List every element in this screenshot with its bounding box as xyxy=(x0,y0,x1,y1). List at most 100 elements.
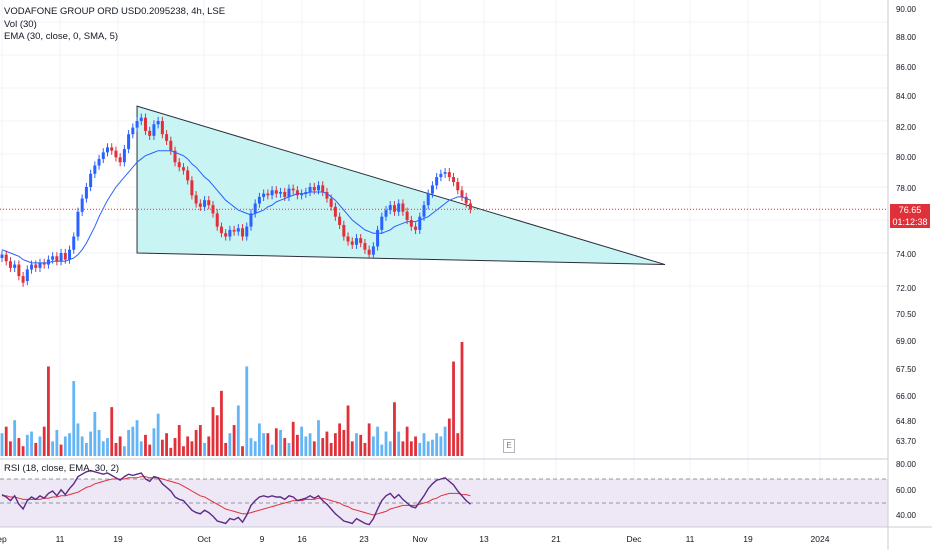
candle-body xyxy=(392,205,396,212)
time-tick-label: 23 xyxy=(359,534,369,544)
volume-bar xyxy=(127,429,130,456)
time-tick-label: 16 xyxy=(297,534,307,544)
ema-legend[interactable]: EMA (30, close, 0, SMA, 5) xyxy=(4,31,119,42)
candle-body xyxy=(13,264,17,268)
candle-body xyxy=(295,190,299,196)
volume-bar xyxy=(426,441,430,456)
price-tick-label: 86.00 xyxy=(896,63,917,72)
candle-body xyxy=(148,130,152,136)
candle-body xyxy=(76,211,80,237)
volume-bar xyxy=(232,425,236,456)
volume-bar xyxy=(409,441,413,456)
candle-body xyxy=(219,226,223,234)
candle-body xyxy=(270,190,274,196)
volume-bar xyxy=(342,429,346,456)
candle-body xyxy=(279,191,283,194)
rsi-pane xyxy=(0,469,888,528)
volume-bar xyxy=(435,433,439,456)
time-tick-label: Nov xyxy=(412,534,428,544)
volume-bar xyxy=(135,420,139,456)
volume-bar xyxy=(321,438,325,456)
volume-bar xyxy=(17,438,21,456)
candle-body xyxy=(89,173,93,187)
rsi-tick-label: 40.00 xyxy=(896,511,917,520)
candle-body xyxy=(68,249,72,260)
volume-bar xyxy=(317,420,320,456)
volume-bar xyxy=(144,434,147,456)
triangle-drawing[interactable] xyxy=(136,105,666,266)
candle-body xyxy=(42,262,46,265)
volume-bar xyxy=(224,442,228,456)
candle-body xyxy=(376,229,380,247)
volume-bar xyxy=(228,433,232,456)
candle-body xyxy=(317,185,320,191)
volume-bar xyxy=(4,426,8,456)
volume-bar xyxy=(198,425,202,456)
rsi-ma-line xyxy=(2,476,471,516)
volume-bar xyxy=(359,434,363,456)
earnings-marker[interactable]: E xyxy=(503,439,515,453)
volume-bar xyxy=(236,405,240,456)
volume-bar xyxy=(350,441,354,456)
volume-bar xyxy=(63,436,67,456)
volume-bar xyxy=(47,366,50,456)
rsi-tick-label: 80.00 xyxy=(896,460,917,469)
time-tick-label: 9 xyxy=(260,534,265,544)
price-tick-label: 90.00 xyxy=(896,5,917,14)
price-tick-label: 66.00 xyxy=(896,392,917,401)
symbol-legend[interactable]: VODAFONE GROUP ORD USD0.2095238, 4h, LSE xyxy=(4,6,226,17)
volume-bar xyxy=(431,439,434,456)
volume-bar xyxy=(346,405,350,456)
volume-bar xyxy=(447,418,451,456)
rsi-legend[interactable]: RSI (18, close, EMA, 30, 2) xyxy=(4,463,120,474)
candle-body xyxy=(371,246,375,255)
volume-bar xyxy=(21,446,25,456)
candle-body xyxy=(127,134,131,150)
candle-body xyxy=(430,185,434,194)
time-tick-label: Oct xyxy=(197,534,211,544)
volume-bar xyxy=(194,429,198,456)
candle-body xyxy=(143,117,147,131)
candle-body xyxy=(435,177,439,186)
candle-body xyxy=(97,158,101,166)
volume-bar xyxy=(274,428,278,456)
volume-bar xyxy=(114,442,118,456)
candle-body xyxy=(177,162,181,168)
candle-body xyxy=(173,150,177,163)
volume-bar xyxy=(456,433,460,456)
price-tick-label: 67.50 xyxy=(896,365,917,374)
volume-bar xyxy=(177,425,181,456)
candle-body xyxy=(25,269,29,282)
price-tick-label: 78.00 xyxy=(896,184,917,193)
volume-bar xyxy=(296,434,299,456)
candle-body xyxy=(262,193,266,197)
volume-bar xyxy=(118,436,122,456)
volume-legend[interactable]: Vol (30) xyxy=(4,19,37,30)
rsi-tick-label: 60.00 xyxy=(896,486,917,495)
volume-bar xyxy=(220,390,223,456)
candle-body xyxy=(84,187,88,199)
candle-body xyxy=(93,165,97,174)
time-tick-label: ep xyxy=(0,534,7,544)
candle-body xyxy=(354,238,358,245)
candle-body xyxy=(405,211,409,220)
volume-bar xyxy=(165,433,168,456)
volume-bar xyxy=(253,441,257,456)
candle-body xyxy=(359,238,363,244)
volume-bar xyxy=(304,436,308,456)
volume-bar xyxy=(148,444,152,456)
time-axis[interactable]: ep 11 19 Oct 9 16 23 Nov 13 21 Dec 11 19 2024 xyxy=(0,534,830,544)
candle-body xyxy=(241,228,245,237)
candle-body xyxy=(426,193,430,206)
volume-bar xyxy=(131,426,135,456)
volume-bar xyxy=(338,423,341,456)
candle-body xyxy=(17,264,21,277)
last-price-tag: 76.65 xyxy=(890,204,930,216)
price-tick-label: 74.00 xyxy=(896,250,917,259)
volume-bar xyxy=(139,441,143,456)
candle-body xyxy=(224,233,228,237)
candle-body xyxy=(346,236,350,242)
volume-bar xyxy=(355,433,358,456)
